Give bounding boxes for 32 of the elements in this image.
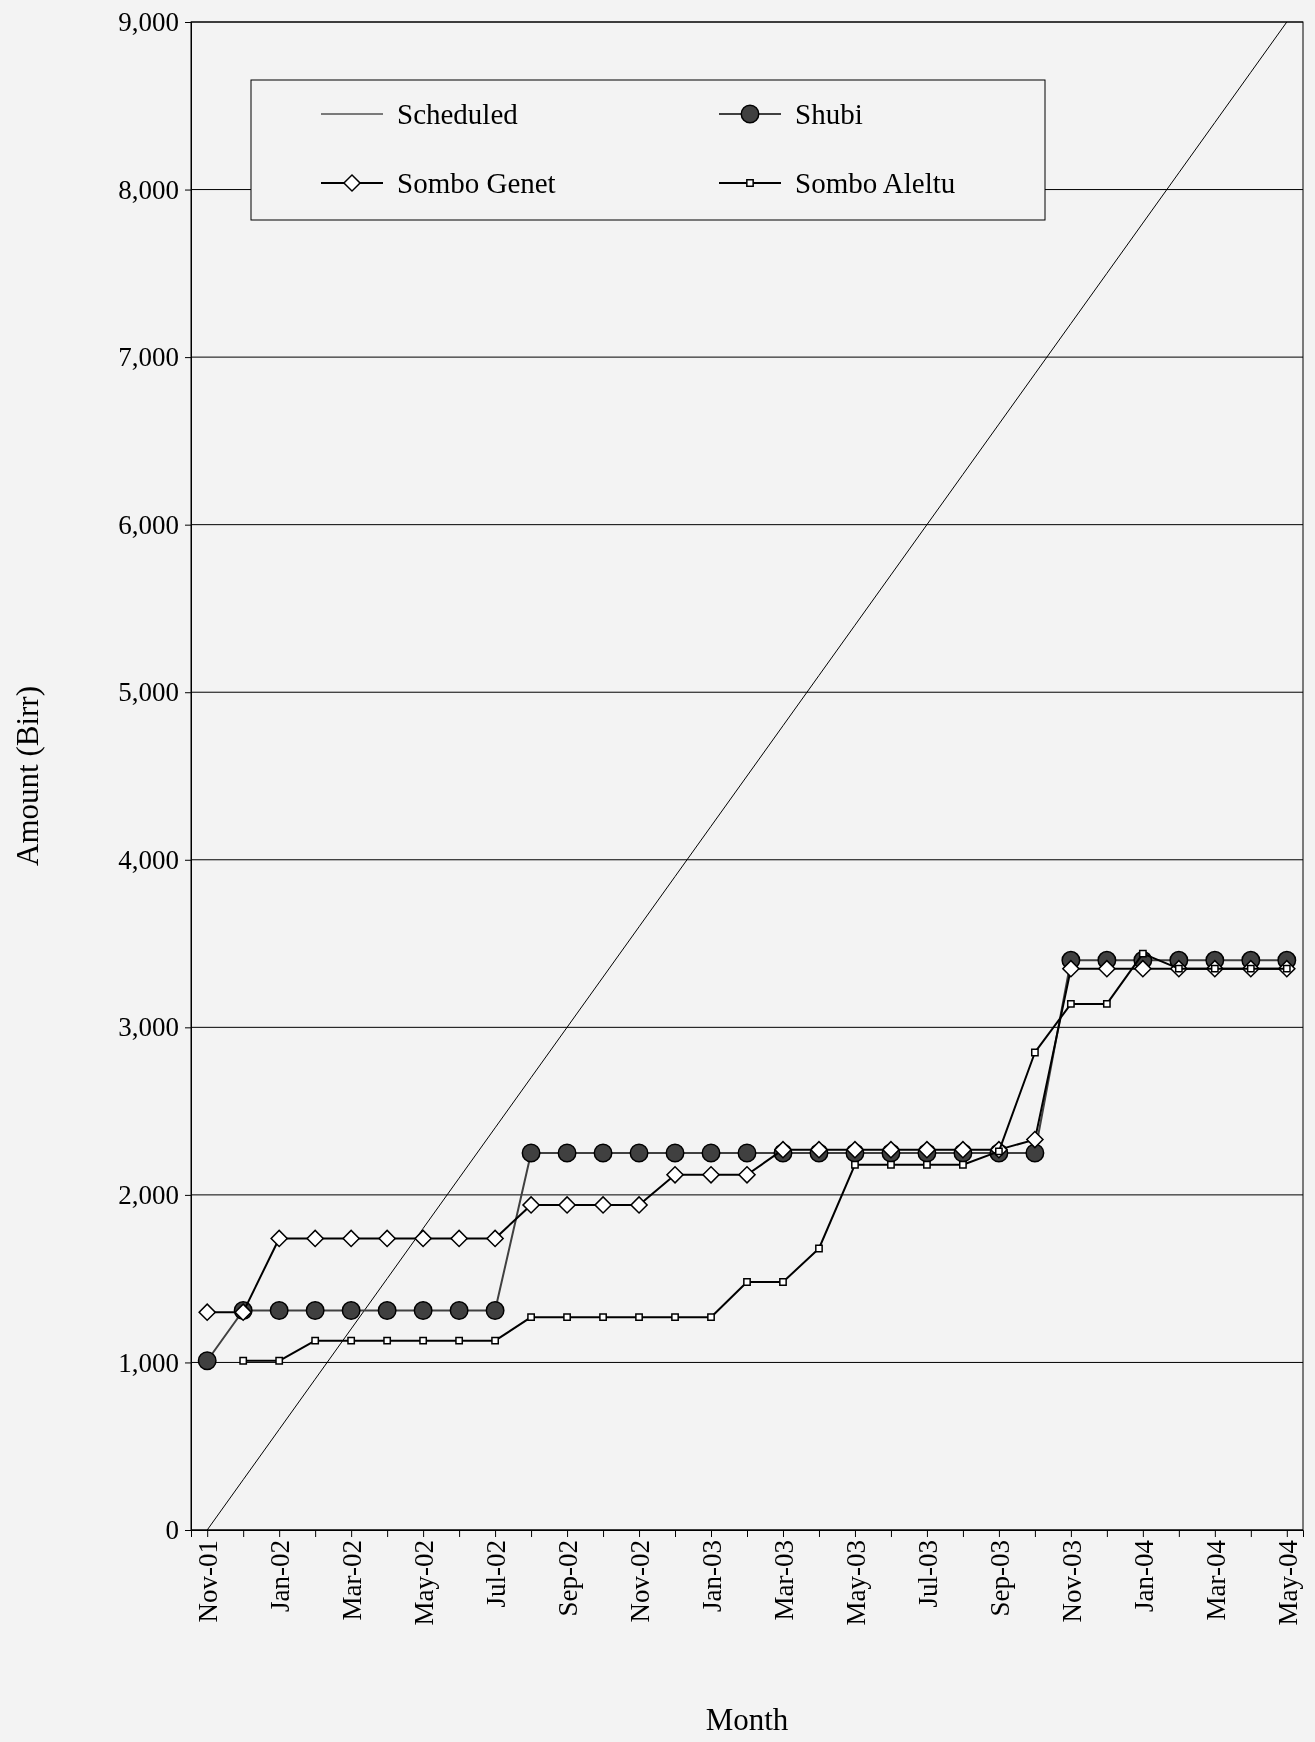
legend-label: Sombo Aleltu — [795, 167, 956, 199]
y-tick-label: 5,000 — [118, 677, 179, 708]
y-tick-label: 3,000 — [118, 1012, 179, 1043]
y-tick-label: 0 — [165, 1515, 179, 1546]
y-tick-label: 7,000 — [118, 342, 179, 373]
x-tick-label: May-02 — [409, 1540, 440, 1626]
x-tick-label: May-03 — [840, 1540, 871, 1626]
x-tick-label: Nov-03 — [1056, 1540, 1087, 1623]
x-axis-title: Month — [705, 1702, 789, 1737]
y-tick-label: 1,000 — [118, 1347, 179, 1378]
legend-label: Scheduled — [397, 98, 519, 130]
y-tick-label: 8,000 — [118, 174, 179, 205]
x-tick-label: Jan-02 — [265, 1540, 296, 1612]
y-tick-label: 6,000 — [118, 509, 179, 540]
x-tick-label: Jul-02 — [481, 1540, 512, 1608]
y-tick-label: 2,000 — [118, 1180, 179, 1211]
x-tick-label: Nov-02 — [624, 1540, 655, 1623]
x-tick-label: Jan-04 — [1128, 1539, 1159, 1612]
y-tick-label: 4,000 — [118, 844, 179, 875]
x-tick-label: Mar-03 — [768, 1540, 799, 1621]
x-tick-label: Sep-03 — [984, 1540, 1015, 1617]
x-tick-label: Mar-02 — [337, 1540, 368, 1621]
x-tick-label: Sep-02 — [553, 1540, 584, 1617]
x-tick-label: Jul-03 — [912, 1540, 943, 1608]
legend-label: Sombo Genet — [397, 167, 556, 199]
y-tick-label: 9,000 — [118, 7, 179, 38]
y-axis-title: Amount (Birr) — [10, 686, 45, 866]
x-tick-label: Jan-03 — [696, 1540, 727, 1612]
x-tick-label: May-04 — [1272, 1539, 1303, 1626]
legend-label: Shubi — [795, 98, 863, 130]
x-tick-label: Nov-01 — [193, 1540, 224, 1623]
x-tick-label: Mar-04 — [1200, 1539, 1231, 1621]
